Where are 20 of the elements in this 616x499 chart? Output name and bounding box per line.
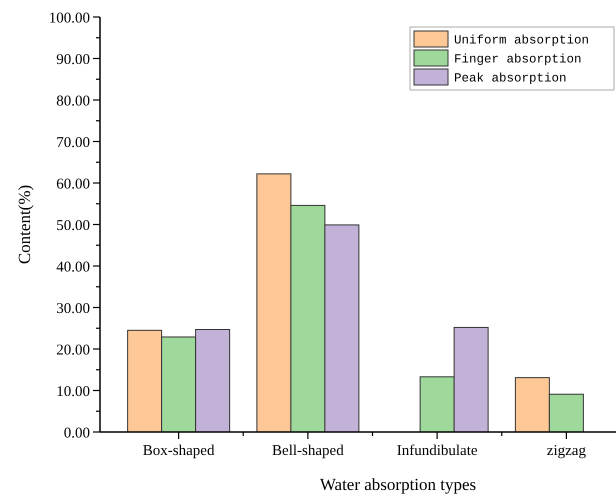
x-tick-label: Bell-shaped [272,443,344,459]
y-tick-label: 50.00 [56,218,90,234]
y-tick-label: 10.00 [56,384,90,400]
y-axis-title: Content(%) [15,184,34,264]
x-tick-label: Infundibulate [396,443,478,459]
x-axis-title: Water absorption types [320,475,476,494]
legend-label: Peak absorption [454,71,567,86]
y-tick-label: 60.00 [56,176,90,192]
y-tick-label: 100.00 [48,10,90,26]
y-tick-label: 0.00 [64,425,90,442]
y-tick-label: 20.00 [56,342,90,358]
x-tick-label: zigzag [546,443,586,459]
legend-label: Uniform absorption [454,33,590,48]
y-tick-label: 90.00 [56,52,90,68]
y-tick-label: 30.00 [56,300,90,317]
y-tick-label: 70.00 [56,134,90,151]
x-tick-label: Box-shaped [142,443,215,459]
y-tick-label: 80.00 [56,93,90,110]
y-tick-label: 40.00 [56,259,90,276]
legend-label: Finger absorption [454,52,582,66]
